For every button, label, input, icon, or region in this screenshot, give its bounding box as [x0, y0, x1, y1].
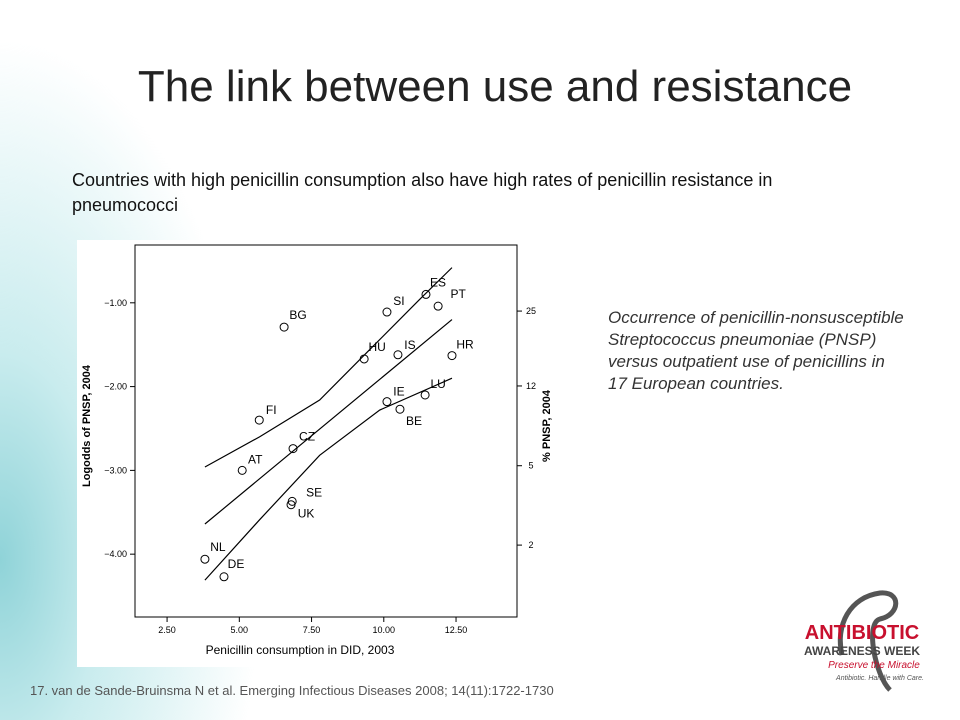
- x-tick-label: 10.00: [373, 625, 396, 635]
- logo-line: Antibiotic. Handle with Care.: [835, 675, 924, 682]
- point: [359, 354, 369, 364]
- point: [279, 322, 289, 332]
- logo-line: ANTIBIOTIC: [805, 622, 919, 644]
- chart-background: [77, 240, 577, 667]
- plot-frame: [134, 244, 518, 618]
- point-label: CZ: [299, 430, 315, 444]
- point: [433, 301, 443, 311]
- y2-tick-label: 25: [526, 306, 536, 316]
- point: [286, 500, 296, 510]
- point: [393, 350, 403, 360]
- x-tick-label: 7.50: [303, 625, 321, 635]
- point-label: HU: [368, 340, 385, 354]
- point: [395, 404, 405, 414]
- x-tick-label: 12.50: [445, 625, 468, 635]
- y2-tick-label: 2: [528, 540, 533, 550]
- caption: Occurrence of penicillin-nonsusceptible …: [608, 308, 904, 393]
- point: [420, 390, 430, 400]
- point: [421, 289, 431, 299]
- point-label: AT: [248, 452, 263, 466]
- point-label: HR: [456, 338, 474, 352]
- y-tick-label: −2.00: [104, 382, 127, 392]
- point-label: DE: [228, 557, 245, 571]
- y-axis-label: Logodds of PNSP, 2004: [81, 364, 93, 487]
- point-label: FI: [266, 403, 277, 417]
- point: [382, 397, 392, 407]
- point-label: BG: [289, 308, 306, 322]
- y-tick-label: −1.00: [104, 298, 127, 308]
- point-label: PT: [450, 287, 466, 301]
- x-tick-label: 5.00: [231, 625, 249, 635]
- fit-line: [204, 377, 453, 581]
- point-label: LU: [430, 377, 445, 391]
- point: [200, 554, 210, 564]
- chart-image: Logodds of PNSP, 2004 % PNSP, 2004 Penic…: [77, 240, 577, 672]
- point: [288, 444, 298, 454]
- logo: ANTIBIOTIC AWARENESS WEEK Preserve the M…: [780, 585, 950, 700]
- point-label: UK: [298, 507, 315, 521]
- point-label: IE: [393, 385, 404, 399]
- logo-line: Preserve the Miracle: [828, 660, 920, 671]
- x-axis-label: Penicillin consumption in DID, 2003: [206, 643, 395, 657]
- y2-tick-label: 5: [528, 461, 533, 471]
- y-tick-label: −4.00: [104, 549, 127, 559]
- point: [237, 465, 247, 475]
- fit-line: [204, 267, 453, 468]
- y2-axis-label: % PNSP, 2004: [541, 389, 553, 462]
- point: [447, 351, 457, 361]
- point-label: SE: [306, 485, 322, 499]
- subtitle: Countries with high penicillin consumpti…: [72, 170, 773, 215]
- logo-line: AWARENESS WEEK: [804, 644, 920, 658]
- point: [254, 415, 264, 425]
- y-tick-label: −3.00: [104, 465, 127, 475]
- point-label: IS: [404, 338, 415, 352]
- point-label: ES: [430, 275, 446, 289]
- point: [382, 307, 392, 317]
- citation: 17. van de Sande-Bruinsma N et al. Emerg…: [30, 683, 554, 698]
- logo-graphic: ANTIBIOTIC AWARENESS WEEK Preserve the M…: [804, 590, 924, 692]
- point-label: NL: [210, 540, 226, 554]
- y2-tick-label: 12: [526, 381, 536, 391]
- logo-swoosh: [837, 590, 899, 692]
- point-label: SI: [393, 294, 404, 308]
- chart: Logodds of PNSP, 2004 % PNSP, 2004 Penic…: [77, 240, 577, 667]
- fit-line: [204, 319, 453, 525]
- slide-title: The link between use and resistance: [137, 62, 853, 111]
- point: [219, 572, 229, 582]
- point-label: BE: [406, 414, 422, 428]
- x-tick-label: 2.50: [158, 625, 176, 635]
